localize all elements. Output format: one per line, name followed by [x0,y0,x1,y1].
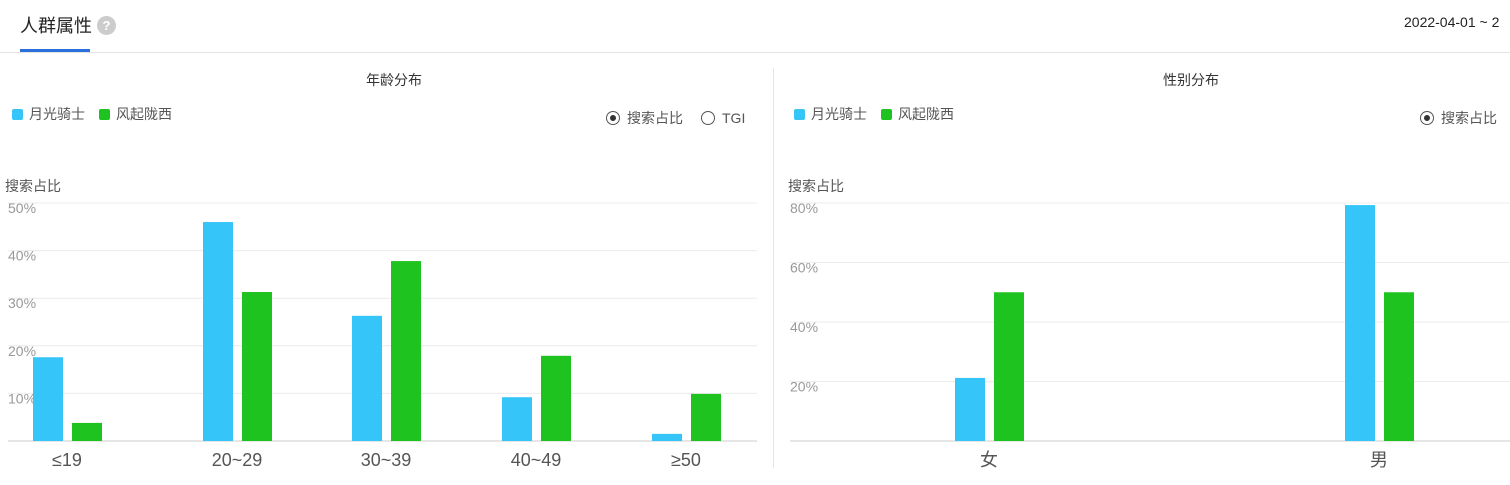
bar-series2 [691,393,721,441]
bar-series2 [242,292,272,441]
y-tick-label: 60% [790,260,818,276]
tab-label: 人群属性 [20,16,92,36]
divider [0,52,1510,53]
y-tick-label: 40% [8,248,36,264]
radio-checked-icon [606,111,620,125]
legend-item[interactable]: 月光骑士 [12,104,85,124]
bar-series1 [652,433,682,441]
y-tick-label: 10% [8,390,36,406]
legend-swatch [881,108,892,120]
y-tick-label: 80% [790,200,818,216]
legend-item[interactable]: 风起陇西 [881,104,954,124]
radio-tgi[interactable]: TGI [701,108,745,128]
bar-series1 [502,397,532,441]
radio-label: TGI [722,110,746,126]
radio-search-share[interactable]: 搜索占比 [1420,108,1497,128]
radio-label: 搜索占比 [627,110,683,126]
x-tick-label: ≤19 [52,450,82,470]
radio-label: 搜索占比 [1441,110,1497,126]
bar-series2 [541,355,571,441]
bar-series2 [1384,292,1414,441]
legend-label: 月光骑士 [29,106,85,122]
x-tick-label: 女 [980,450,998,470]
legend-label: 月光骑士 [811,106,867,122]
chart-title-gender: 性别分布 [1163,72,1219,88]
x-tick-label: 30~39 [361,450,412,470]
legend-label: 风起陇西 [898,106,954,122]
question-circle-icon[interactable]: ? [97,15,116,35]
legend-label: 风起陇西 [116,106,172,122]
x-tick-label: ≥50 [671,450,701,470]
x-tick-label: 20~29 [212,450,263,470]
active-tab-indicator [20,49,90,52]
bar-series1 [33,357,63,441]
x-tick-label: 40~49 [511,450,562,470]
bar-series1 [955,377,985,441]
bar-series2 [72,422,102,441]
metric-radio-group: 搜索占比 TGI [588,108,745,128]
legend-age: 月光骑士 风起陇西 [12,104,186,124]
legend-swatch [794,108,805,120]
panel-divider [773,68,774,468]
y-tick-label: 20% [790,379,818,395]
radio-unchecked-icon [701,111,715,125]
y-tick-label: 20% [8,343,36,359]
bar-series1 [352,315,382,441]
radio-search-share[interactable]: 搜索占比 [606,108,683,128]
metric-radio-group: 搜索占比 [1402,108,1497,128]
bar-series2 [391,261,421,441]
tab-crowd-attributes[interactable]: 人群属性? [20,12,116,38]
bar-series1 [1345,205,1375,441]
date-range[interactable]: 2022-04-01 ~ 2 [1404,14,1500,30]
y-tick-label: 30% [8,295,36,311]
chart-title-age: 年龄分布 [366,72,422,88]
legend-item[interactable]: 风起陇西 [99,104,172,124]
y-tick-label: 50% [8,200,36,216]
legend-swatch [12,108,23,120]
bar-series1 [203,222,233,441]
radio-checked-icon [1420,111,1434,125]
y-axis-label: 搜索占比 [5,178,61,194]
bar-series2 [994,292,1024,441]
y-tick-label: 40% [790,319,818,335]
legend-item[interactable]: 月光骑士 [794,104,867,124]
x-tick-label: 男 [1370,450,1388,470]
legend-gender: 月光骑士 风起陇西 [794,104,968,124]
y-axis-label: 搜索占比 [788,178,844,194]
legend-swatch [99,108,110,120]
